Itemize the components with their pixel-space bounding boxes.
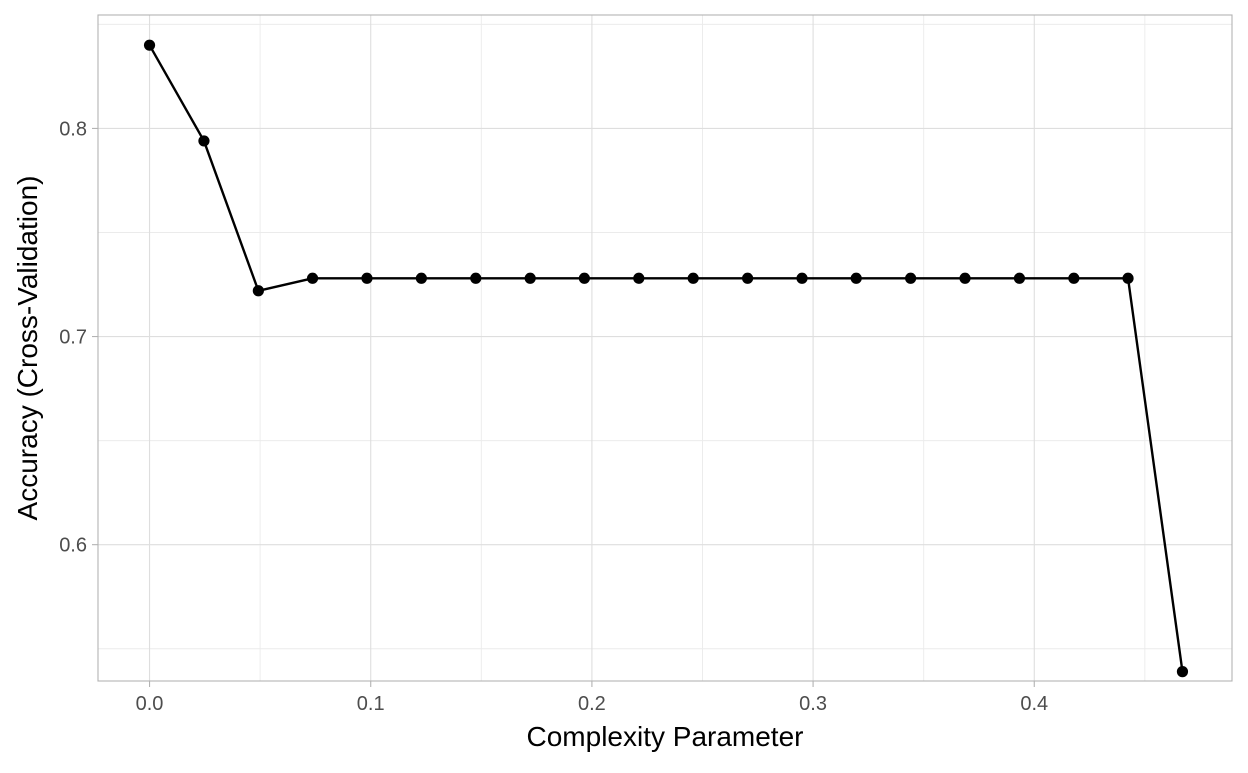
y-axis: 0.6 0.7 0.8 (59, 118, 98, 556)
x-tick-label: 0.1 (357, 693, 385, 715)
data-point (1177, 666, 1188, 677)
data-point (796, 273, 807, 284)
y-tick-label: 0.8 (59, 118, 87, 140)
data-point (470, 273, 481, 284)
data-point (1122, 273, 1133, 284)
x-tick-label: 0.4 (1020, 693, 1048, 715)
x-tick-label: 0.2 (578, 693, 606, 715)
x-axis-title: Complexity Parameter (527, 721, 804, 752)
data-point (198, 135, 209, 146)
data-point (688, 273, 699, 284)
data-point (307, 273, 318, 284)
y-tick-label: 0.7 (59, 327, 87, 349)
data-point (144, 40, 155, 51)
data-point (633, 273, 644, 284)
data-point (1068, 273, 1079, 284)
data-point (905, 273, 916, 284)
y-axis-title: Accuracy (Cross-Validation) (12, 176, 43, 521)
data-point (1014, 273, 1025, 284)
data-point (579, 273, 590, 284)
y-tick-label: 0.6 (59, 535, 87, 557)
data-point (851, 273, 862, 284)
data-point (525, 273, 536, 284)
data-point (959, 273, 970, 284)
data-point (253, 285, 264, 296)
plot-panel (98, 15, 1232, 681)
data-point (742, 273, 753, 284)
x-tick-label: 0.3 (799, 693, 827, 715)
data-point (361, 273, 372, 284)
x-tick-label: 0.0 (136, 693, 164, 715)
data-point (416, 273, 427, 284)
x-axis: 0.0 0.1 0.2 0.3 0.4 (136, 681, 1049, 715)
